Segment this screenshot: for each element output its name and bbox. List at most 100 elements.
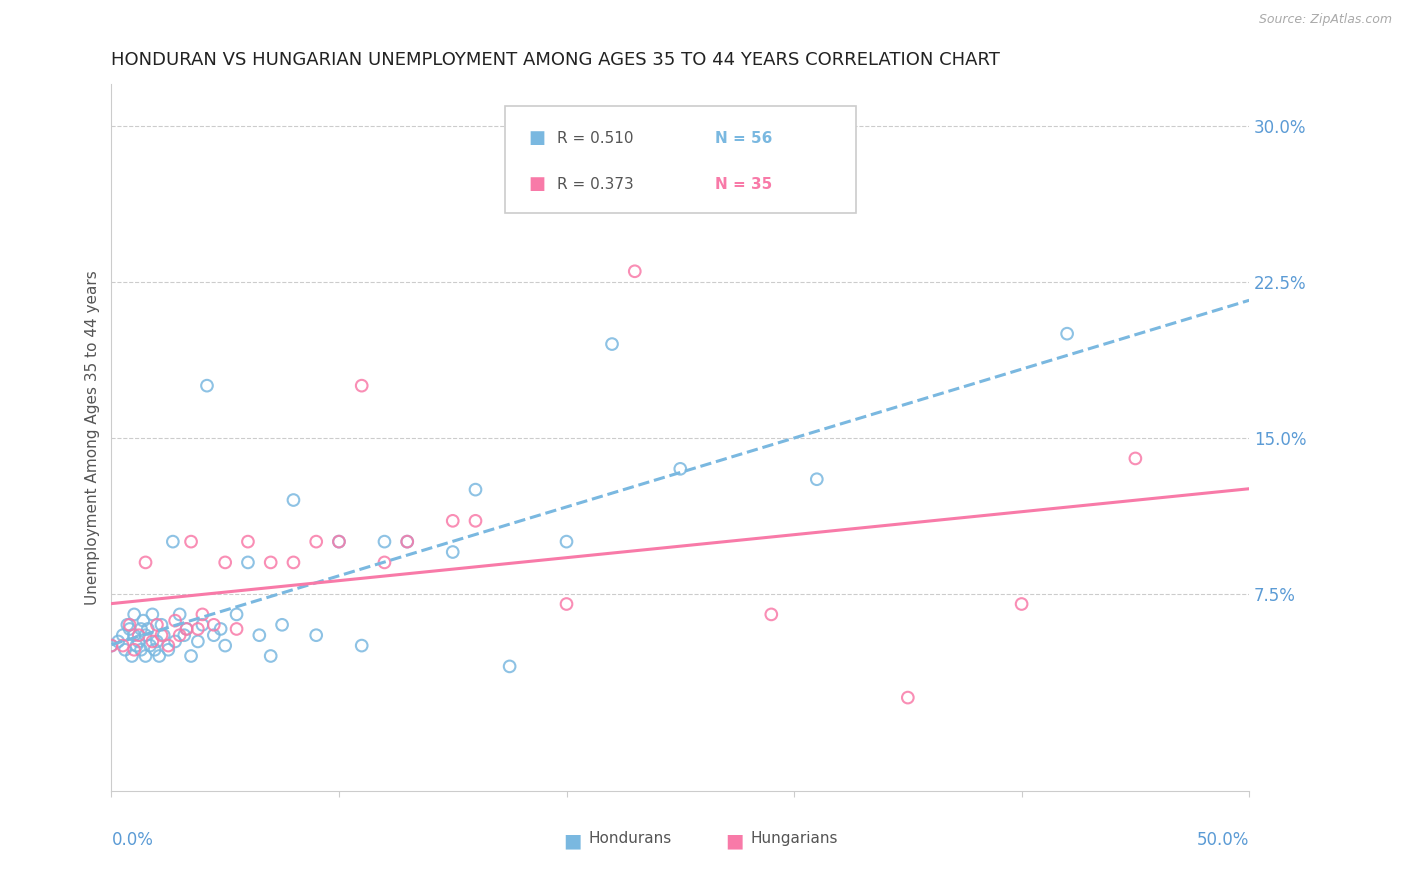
Point <box>135 648 157 663</box>
Point <box>305 534 328 549</box>
Point <box>176 622 198 636</box>
Text: N = 56: N = 56 <box>716 131 773 146</box>
Point <box>141 607 163 622</box>
Text: Hondurans: Hondurans <box>589 831 672 847</box>
Point <box>328 534 350 549</box>
Point <box>260 556 283 570</box>
Text: ■: ■ <box>725 831 744 850</box>
Point <box>247 628 270 642</box>
Point <box>129 642 152 657</box>
Point <box>806 472 828 486</box>
Point <box>122 642 145 657</box>
Point <box>169 628 191 642</box>
Point <box>139 639 162 653</box>
Point <box>214 639 236 653</box>
Point <box>146 634 169 648</box>
Y-axis label: Unemployment Among Ages 35 to 44 years: Unemployment Among Ages 35 to 44 years <box>86 270 100 605</box>
Point <box>152 628 174 642</box>
Point <box>141 634 163 648</box>
Point <box>107 634 129 648</box>
Point <box>114 642 136 657</box>
Text: 50.0%: 50.0% <box>1197 831 1249 849</box>
Text: Hungarians: Hungarians <box>751 831 838 847</box>
Point <box>373 556 395 570</box>
Text: ■: ■ <box>529 176 546 194</box>
Point <box>117 617 139 632</box>
Point <box>118 617 141 632</box>
Point <box>202 617 225 632</box>
Point <box>1011 597 1033 611</box>
Point <box>260 648 283 663</box>
Point <box>283 493 305 508</box>
Point <box>118 622 141 636</box>
Point <box>623 264 645 278</box>
Point <box>202 628 225 642</box>
Point <box>209 622 232 636</box>
Point <box>173 628 195 642</box>
Point <box>350 639 373 653</box>
Point <box>132 614 155 628</box>
Point <box>135 556 157 570</box>
Point <box>143 642 166 657</box>
Point <box>283 556 305 570</box>
Point <box>122 607 145 622</box>
Point <box>146 617 169 632</box>
Point <box>225 622 247 636</box>
Point <box>135 628 157 642</box>
Point <box>150 628 173 642</box>
Point <box>121 648 143 663</box>
Point <box>195 378 218 392</box>
Point <box>464 514 486 528</box>
Point <box>305 628 328 642</box>
Point <box>236 556 259 570</box>
Text: HONDURAN VS HUNGARIAN UNEMPLOYMENT AMONG AGES 35 TO 44 YEARS CORRELATION CHART: HONDURAN VS HUNGARIAN UNEMPLOYMENT AMONG… <box>111 51 1000 69</box>
Point <box>191 607 214 622</box>
Point <box>180 648 202 663</box>
Point <box>100 639 122 653</box>
Point <box>225 607 247 622</box>
Text: ■: ■ <box>529 129 546 147</box>
Point <box>129 622 152 636</box>
Point <box>761 607 783 622</box>
Point <box>128 628 150 642</box>
Point <box>165 614 187 628</box>
Point <box>125 639 148 653</box>
Point <box>148 648 170 663</box>
Point <box>150 617 173 632</box>
Point <box>1056 326 1078 341</box>
Point <box>441 545 464 559</box>
Text: R = 0.373: R = 0.373 <box>557 177 633 192</box>
Point <box>157 642 180 657</box>
Text: 0.0%: 0.0% <box>111 831 153 849</box>
Point <box>122 628 145 642</box>
Point <box>136 622 159 636</box>
Point <box>187 622 209 636</box>
Point <box>897 690 920 705</box>
Point <box>191 617 214 632</box>
Point <box>165 634 187 648</box>
Point <box>214 556 236 570</box>
Point <box>162 534 184 549</box>
Point <box>176 622 198 636</box>
Point <box>373 534 395 549</box>
Point <box>111 628 134 642</box>
Point <box>464 483 486 497</box>
Point <box>236 534 259 549</box>
Point <box>328 534 350 549</box>
Point <box>111 639 134 653</box>
Point <box>350 378 373 392</box>
Point <box>396 534 419 549</box>
Text: ■: ■ <box>564 831 582 850</box>
Point <box>498 659 520 673</box>
Point <box>271 617 294 632</box>
Point <box>669 462 692 476</box>
Point <box>187 634 209 648</box>
Text: R = 0.510: R = 0.510 <box>557 131 633 146</box>
Point <box>1125 451 1147 466</box>
Point <box>396 534 419 549</box>
Point <box>555 597 578 611</box>
Point <box>100 639 122 653</box>
Point <box>169 607 191 622</box>
Point <box>180 534 202 549</box>
Point <box>555 534 578 549</box>
